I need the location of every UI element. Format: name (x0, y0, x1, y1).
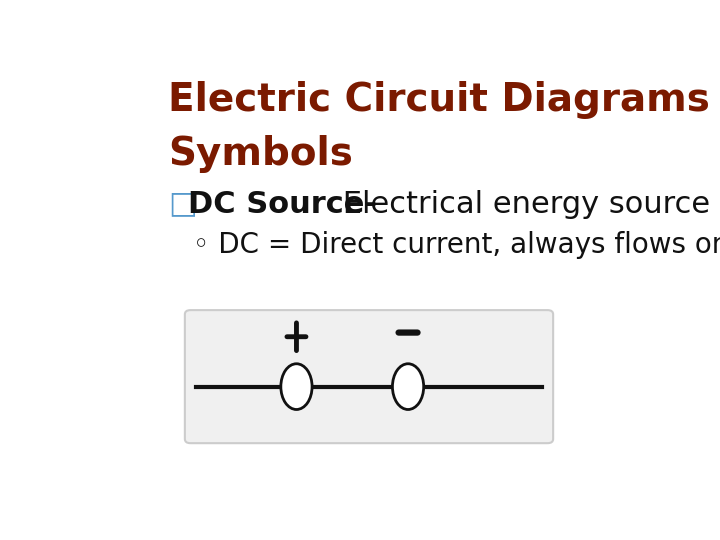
Text: Electrical energy source: Electrical energy source (333, 190, 710, 219)
Text: DC Source-: DC Source- (188, 190, 377, 219)
Ellipse shape (392, 364, 423, 409)
Ellipse shape (281, 364, 312, 409)
Text: ◦ DC = Direct current, always flows one way: ◦ DC = Direct current, always flows one … (193, 231, 720, 259)
Text: □: □ (168, 190, 197, 219)
Text: Electric Circuit Diagrams and: Electric Circuit Diagrams and (168, 82, 720, 119)
Text: Symbols: Symbols (168, 136, 353, 173)
FancyBboxPatch shape (185, 310, 553, 443)
